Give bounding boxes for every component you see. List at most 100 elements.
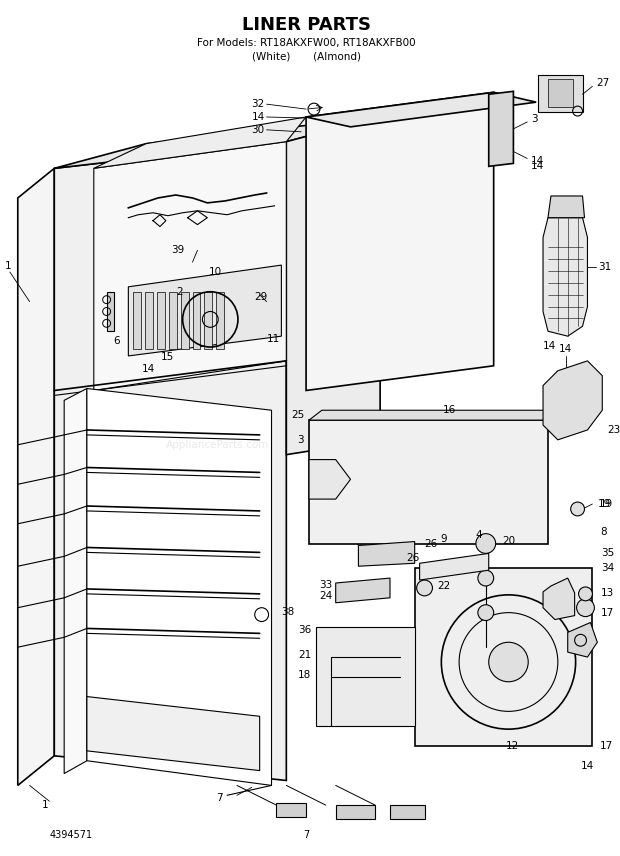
Text: 14: 14	[531, 161, 544, 171]
Text: 18: 18	[298, 670, 311, 680]
Text: LINER PARTS: LINER PARTS	[242, 16, 371, 34]
Text: 39: 39	[171, 246, 184, 255]
Polygon shape	[133, 292, 141, 349]
Polygon shape	[489, 92, 513, 166]
Text: 11: 11	[267, 334, 280, 344]
Polygon shape	[55, 142, 286, 781]
Text: 36: 36	[298, 626, 311, 635]
Circle shape	[577, 599, 595, 616]
Text: 33: 33	[319, 580, 333, 590]
Text: 13: 13	[601, 588, 614, 597]
Text: 19: 19	[597, 499, 611, 509]
Text: 14: 14	[531, 157, 544, 166]
Circle shape	[417, 580, 433, 596]
Polygon shape	[193, 292, 200, 349]
Polygon shape	[309, 410, 561, 420]
Text: 25: 25	[291, 410, 304, 420]
Polygon shape	[94, 142, 286, 390]
Text: 8: 8	[600, 526, 607, 537]
Circle shape	[570, 502, 585, 516]
Polygon shape	[64, 389, 87, 774]
Polygon shape	[420, 553, 489, 580]
Text: 14: 14	[581, 761, 594, 770]
Text: 27: 27	[596, 79, 609, 88]
Polygon shape	[157, 292, 165, 349]
Text: 1: 1	[4, 261, 11, 271]
Polygon shape	[543, 361, 602, 440]
Circle shape	[478, 604, 494, 621]
Text: 9: 9	[440, 533, 446, 544]
Text: 29: 29	[254, 292, 267, 301]
Polygon shape	[335, 805, 375, 819]
Text: 35: 35	[601, 549, 614, 558]
Text: 7: 7	[303, 829, 309, 840]
Text: 14: 14	[141, 364, 155, 374]
Text: 21: 21	[298, 650, 311, 660]
Circle shape	[578, 587, 592, 601]
Polygon shape	[538, 74, 583, 112]
Polygon shape	[145, 292, 153, 349]
Text: 4: 4	[475, 530, 482, 539]
Polygon shape	[18, 169, 55, 786]
Text: 19: 19	[600, 499, 613, 509]
Polygon shape	[548, 196, 585, 217]
Polygon shape	[543, 578, 575, 620]
Text: 24: 24	[319, 591, 333, 601]
Text: 14: 14	[251, 112, 265, 122]
Polygon shape	[548, 80, 573, 107]
Polygon shape	[358, 542, 415, 566]
Text: 14: 14	[559, 344, 572, 354]
Polygon shape	[128, 265, 281, 356]
Polygon shape	[306, 92, 494, 390]
Text: 31: 31	[598, 262, 611, 272]
Text: (White)       (Almond): (White) (Almond)	[252, 51, 361, 62]
Polygon shape	[309, 460, 350, 499]
Polygon shape	[306, 92, 536, 127]
Polygon shape	[87, 389, 272, 786]
Polygon shape	[55, 117, 380, 169]
Text: 6: 6	[113, 336, 120, 346]
Polygon shape	[316, 627, 415, 726]
Polygon shape	[277, 803, 306, 817]
Text: 22: 22	[437, 581, 451, 591]
Text: 3: 3	[531, 114, 538, 124]
Polygon shape	[390, 805, 425, 819]
Text: 10: 10	[209, 267, 222, 277]
Polygon shape	[169, 292, 177, 349]
Text: 14: 14	[542, 341, 556, 351]
Circle shape	[489, 642, 528, 681]
Circle shape	[476, 533, 495, 553]
Text: 17: 17	[601, 608, 614, 618]
Text: 12: 12	[505, 741, 519, 751]
Text: 16: 16	[443, 405, 456, 415]
Circle shape	[478, 570, 494, 586]
Polygon shape	[543, 217, 588, 336]
Text: 20: 20	[503, 536, 516, 545]
Text: 15: 15	[161, 352, 174, 362]
Text: 2: 2	[176, 287, 183, 297]
Text: 1: 1	[42, 800, 49, 810]
Polygon shape	[107, 292, 113, 331]
Text: 3: 3	[298, 435, 304, 445]
Text: 7: 7	[216, 794, 223, 803]
Polygon shape	[568, 622, 597, 657]
Text: 38: 38	[281, 607, 294, 616]
Polygon shape	[180, 292, 188, 349]
Polygon shape	[309, 420, 548, 544]
Text: For Models: RT18AKXFW00, RT18AKXFB00: For Models: RT18AKXFW00, RT18AKXFB00	[197, 38, 415, 48]
Polygon shape	[335, 578, 390, 603]
Text: 30: 30	[252, 125, 265, 135]
Polygon shape	[205, 292, 212, 349]
Polygon shape	[87, 697, 260, 770]
Text: 34: 34	[601, 563, 614, 574]
Text: 17: 17	[600, 741, 614, 751]
Polygon shape	[216, 292, 224, 349]
Text: 32: 32	[251, 99, 265, 110]
Text: 26: 26	[425, 538, 438, 549]
Text: ApplianceParts.com: ApplianceParts.com	[166, 440, 269, 449]
Polygon shape	[286, 117, 380, 455]
Polygon shape	[415, 568, 592, 746]
Text: 26: 26	[406, 553, 419, 563]
Text: 23: 23	[607, 425, 620, 435]
Polygon shape	[94, 117, 306, 169]
